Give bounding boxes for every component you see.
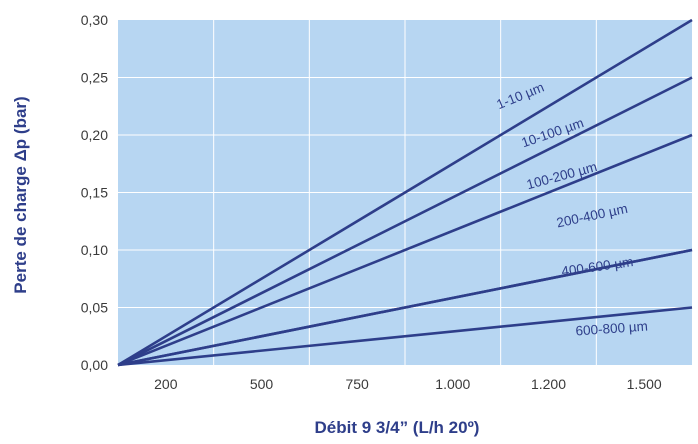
x-tick-labels: 200 500 750 1.000 1.200 1.500 (154, 376, 662, 392)
y-tick-label: 0,30 (81, 12, 108, 28)
x-tick-label: 200 (154, 376, 178, 392)
x-tick-label: 1.500 (627, 376, 662, 392)
y-tick-label: 0,10 (81, 242, 108, 258)
y-axis-title: Perte de charge Δp (bar) (11, 96, 30, 293)
x-tick-label: 1.200 (531, 376, 566, 392)
x-axis-title: Débit 9 3/4” (L/h 20º) (315, 418, 480, 437)
y-tick-label: 0,05 (81, 300, 108, 316)
x-tick-label: 750 (345, 376, 369, 392)
y-tick-label: 0,20 (81, 127, 108, 143)
y-tick-labels: 0,00 0,05 0,10 0,15 0,20 0,25 0,30 (81, 12, 108, 373)
x-tick-label: 1.000 (435, 376, 470, 392)
y-tick-label: 0,15 (81, 185, 108, 201)
y-tick-label: 0,25 (81, 70, 108, 86)
x-tick-label: 500 (250, 376, 274, 392)
y-tick-label: 0,00 (81, 357, 108, 373)
